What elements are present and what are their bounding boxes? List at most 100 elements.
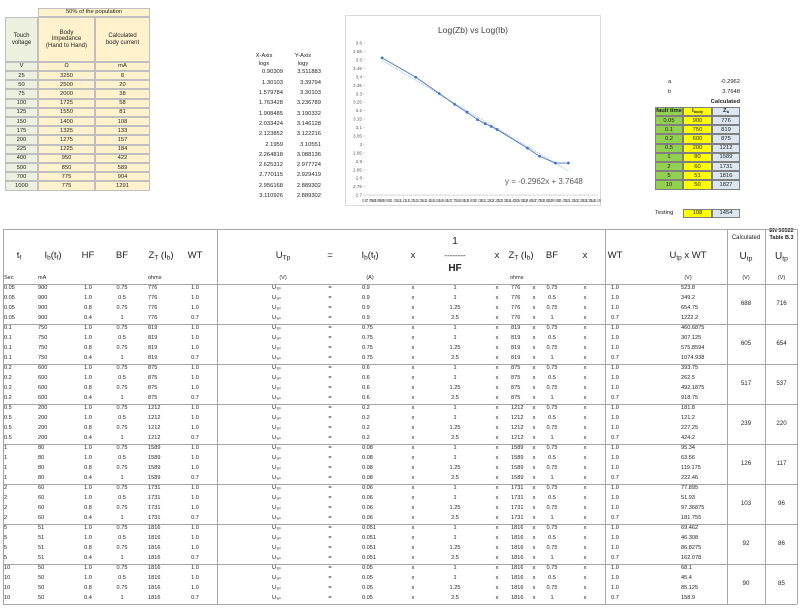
coefficient-value: 3.7648 bbox=[722, 88, 740, 95]
result: 575.8594 bbox=[681, 345, 705, 352]
label-part: U bbox=[272, 525, 277, 532]
t-value: 0.5 bbox=[4, 425, 12, 432]
ib-amps: 0.05 bbox=[362, 565, 373, 572]
x-tick-label: 3.3 bbox=[581, 198, 588, 203]
operator: x bbox=[583, 585, 587, 592]
t-value: 10 bbox=[4, 575, 11, 582]
operator: = bbox=[328, 465, 332, 472]
table-cell: 2000 bbox=[38, 89, 95, 99]
bf-value: 0.75 bbox=[116, 585, 128, 592]
operator: x bbox=[411, 425, 415, 432]
result: 227.25 bbox=[681, 425, 699, 432]
row-rule bbox=[3, 484, 797, 485]
row-rule bbox=[3, 404, 797, 405]
label: UTP bbox=[272, 365, 281, 372]
subscript: T bbox=[514, 254, 519, 262]
operator: x bbox=[411, 345, 415, 352]
symbol: UTP bbox=[272, 514, 302, 524]
operator: x bbox=[495, 515, 499, 522]
label: Zb bbox=[723, 108, 729, 114]
result: 181.8 bbox=[681, 405, 695, 412]
symbol: UTP bbox=[272, 444, 302, 454]
hf-value: 0.8 bbox=[84, 505, 92, 512]
label-part: U bbox=[272, 485, 277, 492]
zt-value: 1816 bbox=[511, 595, 524, 602]
t-value: 2 bbox=[4, 495, 8, 502]
zt-value: 1212 bbox=[511, 425, 524, 432]
table-cell: 200 bbox=[683, 143, 712, 153]
t-value: 10 bbox=[4, 595, 11, 602]
operator: = bbox=[328, 525, 332, 532]
label-part: (I bbox=[158, 250, 167, 262]
wt-value: 0.7 bbox=[191, 515, 199, 522]
hf-value: 1.0 bbox=[84, 495, 92, 502]
column-header: Utp bbox=[727, 249, 765, 265]
zt-value: 776 bbox=[148, 285, 158, 292]
operator: x bbox=[532, 285, 536, 292]
y-tick-label: 2.7 bbox=[356, 193, 363, 198]
table-cell: 2.033424 bbox=[258, 120, 283, 127]
column-header: Table B.3 bbox=[769, 235, 794, 242]
x-tick-label: 3.25 bbox=[576, 198, 585, 203]
wt-value: 0.7 bbox=[191, 315, 199, 322]
symbol: UTP bbox=[272, 434, 302, 444]
table-cell: 1225 bbox=[38, 144, 95, 154]
t-value: 2 bbox=[4, 485, 8, 492]
operator: = bbox=[328, 485, 332, 492]
wt-value: 1.0 bbox=[611, 325, 619, 332]
ib-value: 51 bbox=[38, 535, 45, 542]
wt-value: 1.0 bbox=[611, 535, 619, 542]
ib-amps: 0.6 bbox=[362, 385, 370, 392]
label: UTP bbox=[272, 425, 281, 432]
hf-value: 0.8 bbox=[84, 425, 92, 432]
label-part: U bbox=[272, 285, 277, 292]
zt-value: 1816 bbox=[148, 545, 161, 552]
ib-value: 200 bbox=[38, 425, 48, 432]
unit: (A) bbox=[366, 274, 374, 281]
subscript: TP bbox=[276, 476, 281, 481]
unit: (V) bbox=[279, 274, 287, 281]
label: UTP bbox=[272, 335, 281, 342]
table-cell: 25 bbox=[5, 71, 38, 81]
bf-value: 0.75 bbox=[546, 425, 558, 432]
ib-amps: 0.051 bbox=[362, 545, 376, 552]
label-part: U bbox=[272, 445, 277, 452]
operator: = bbox=[328, 405, 332, 412]
ib-amps: 0.051 bbox=[362, 535, 376, 542]
x-tick-label: 1.15 bbox=[399, 198, 408, 203]
operator: x bbox=[411, 475, 415, 482]
y-tick-label: 3.2 bbox=[356, 108, 363, 113]
wt-value: 0.7 bbox=[611, 315, 619, 322]
inverse-hf: 1 bbox=[453, 405, 457, 412]
result: 158.9 bbox=[681, 595, 695, 602]
hf-value: 0.8 bbox=[84, 545, 92, 552]
table-cell: 8 bbox=[95, 71, 150, 81]
table-cell: 3.088136 bbox=[296, 151, 321, 158]
ib-value: 51 bbox=[38, 525, 45, 532]
table-cell: 108 bbox=[683, 209, 712, 218]
table-cell: 1212 bbox=[712, 143, 740, 153]
operator: x bbox=[532, 505, 536, 512]
bf-value: 0.75 bbox=[116, 385, 128, 392]
label-part: U bbox=[272, 295, 277, 302]
label-part: U bbox=[739, 250, 747, 262]
operator: = bbox=[328, 295, 332, 302]
table-cell: 2.770115 bbox=[259, 172, 283, 179]
ib-value: 80 bbox=[38, 475, 45, 482]
wt-value: 1.0 bbox=[611, 365, 619, 372]
x-tick-label: 2.95 bbox=[551, 198, 560, 203]
table-cell: 5 bbox=[655, 171, 683, 181]
label: UTP bbox=[272, 445, 281, 452]
wt-value: 0.7 bbox=[611, 435, 619, 442]
t-value: 1 bbox=[4, 465, 8, 472]
table-cell: 600 bbox=[683, 134, 712, 144]
t-value: 10 bbox=[4, 585, 11, 592]
table-cell: 589 bbox=[95, 163, 150, 173]
data-point bbox=[465, 110, 469, 114]
zt-value: 1589 bbox=[511, 445, 524, 452]
column-rule bbox=[765, 229, 766, 604]
table-cell: 0.2 bbox=[655, 134, 683, 144]
inverse-hf: 1 bbox=[453, 365, 457, 372]
row-rule bbox=[3, 364, 797, 365]
wt-value: 1.0 bbox=[611, 445, 619, 452]
